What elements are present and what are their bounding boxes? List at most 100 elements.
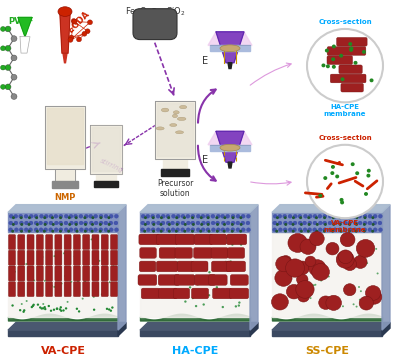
Circle shape <box>375 248 377 250</box>
Circle shape <box>353 221 357 225</box>
Circle shape <box>19 309 21 311</box>
Circle shape <box>324 223 327 226</box>
FancyBboxPatch shape <box>83 266 90 281</box>
Circle shape <box>43 216 46 219</box>
Circle shape <box>333 214 337 218</box>
Circle shape <box>0 84 6 89</box>
Circle shape <box>100 216 102 219</box>
Circle shape <box>61 283 63 284</box>
Circle shape <box>238 301 241 304</box>
Circle shape <box>303 214 307 218</box>
Circle shape <box>84 228 88 232</box>
Circle shape <box>31 306 33 308</box>
Circle shape <box>93 308 95 311</box>
FancyBboxPatch shape <box>64 266 71 281</box>
Circle shape <box>348 228 352 232</box>
Circle shape <box>111 306 113 309</box>
Polygon shape <box>210 45 250 51</box>
FancyBboxPatch shape <box>175 247 192 258</box>
Circle shape <box>353 61 357 65</box>
Circle shape <box>171 228 175 232</box>
Circle shape <box>284 230 287 233</box>
Circle shape <box>144 223 147 226</box>
Circle shape <box>307 29 383 102</box>
Circle shape <box>62 309 65 312</box>
Circle shape <box>166 214 170 218</box>
Circle shape <box>191 216 194 219</box>
Circle shape <box>37 304 39 306</box>
Circle shape <box>364 216 366 219</box>
Circle shape <box>348 214 352 218</box>
FancyBboxPatch shape <box>18 282 25 296</box>
Circle shape <box>232 216 234 219</box>
Circle shape <box>358 286 360 288</box>
Circle shape <box>206 221 210 225</box>
Circle shape <box>208 271 211 273</box>
Circle shape <box>231 221 235 225</box>
Circle shape <box>288 228 292 232</box>
Circle shape <box>347 267 349 269</box>
Circle shape <box>300 223 303 226</box>
Circle shape <box>44 308 46 310</box>
Circle shape <box>223 230 226 233</box>
Circle shape <box>223 223 226 226</box>
Circle shape <box>171 214 175 218</box>
Circle shape <box>84 230 87 233</box>
Circle shape <box>99 221 103 225</box>
Polygon shape <box>52 180 78 188</box>
Circle shape <box>65 270 67 272</box>
Circle shape <box>332 216 335 219</box>
FancyBboxPatch shape <box>9 282 15 296</box>
Circle shape <box>9 214 13 218</box>
Circle shape <box>235 305 237 307</box>
Circle shape <box>225 261 227 263</box>
Circle shape <box>110 310 112 312</box>
Circle shape <box>312 263 329 280</box>
Circle shape <box>343 221 347 225</box>
Circle shape <box>82 298 84 300</box>
Polygon shape <box>140 212 250 232</box>
Circle shape <box>332 307 334 310</box>
FancyBboxPatch shape <box>139 234 160 245</box>
Circle shape <box>201 265 204 267</box>
Circle shape <box>85 29 90 34</box>
Circle shape <box>104 214 108 218</box>
Circle shape <box>332 44 336 48</box>
FancyBboxPatch shape <box>210 234 227 245</box>
Circle shape <box>344 284 356 296</box>
Circle shape <box>207 216 210 219</box>
FancyBboxPatch shape <box>18 250 25 265</box>
Circle shape <box>19 214 23 218</box>
FancyBboxPatch shape <box>101 235 108 250</box>
Circle shape <box>296 280 314 298</box>
FancyBboxPatch shape <box>46 235 52 250</box>
Circle shape <box>160 228 165 232</box>
Circle shape <box>189 286 191 289</box>
Circle shape <box>216 228 220 232</box>
Circle shape <box>231 230 234 233</box>
Circle shape <box>184 223 187 226</box>
Circle shape <box>319 296 333 310</box>
Circle shape <box>54 214 58 218</box>
Circle shape <box>307 145 383 218</box>
Circle shape <box>29 221 33 225</box>
Text: Cross-section: Cross-section <box>318 135 372 141</box>
Circle shape <box>353 304 355 305</box>
Ellipse shape <box>173 114 177 118</box>
Circle shape <box>186 221 190 225</box>
Circle shape <box>323 214 327 218</box>
Circle shape <box>211 214 215 218</box>
Circle shape <box>362 50 366 54</box>
Polygon shape <box>140 322 258 330</box>
Polygon shape <box>140 232 250 317</box>
Circle shape <box>203 304 205 306</box>
Circle shape <box>141 214 145 218</box>
Circle shape <box>109 221 113 225</box>
Circle shape <box>108 308 110 311</box>
Circle shape <box>109 214 113 218</box>
Circle shape <box>64 228 68 232</box>
Circle shape <box>19 228 23 232</box>
Circle shape <box>236 214 240 218</box>
Circle shape <box>283 214 287 218</box>
Polygon shape <box>163 159 187 169</box>
